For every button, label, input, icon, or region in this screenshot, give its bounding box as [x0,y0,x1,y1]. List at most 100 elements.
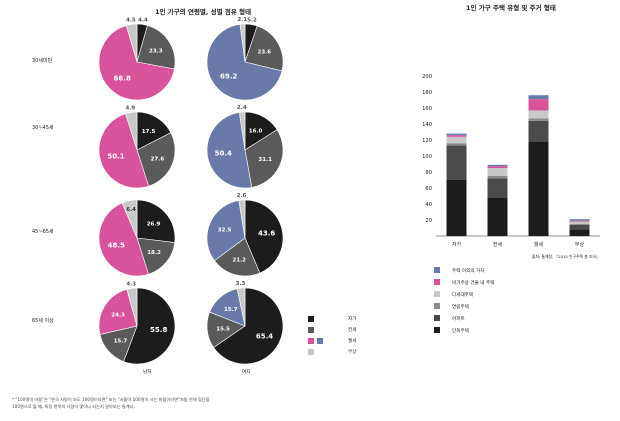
bar-0-seg-3 [446,136,467,144]
pie-1: 5.2 23.6 69.2 2.1 [206,17,284,101]
x-tick-0: 자가 [452,241,462,248]
bar-1-seg-0 [487,197,508,236]
pie-1-slice-3 [239,23,246,63]
bar-2-seg-1 [528,120,549,142]
pie-2-slice-1 [136,132,176,187]
bar-1-seg-5 [487,164,508,167]
legend-label-rent: 월세 [348,339,357,344]
pie-6-label-0: 55.8 [150,326,167,334]
pie-5-slice-1 [214,237,261,277]
pie-2-label-2: 50.1 [107,153,124,161]
legend-label-own: 자가 [348,317,357,322]
stacked-bar-chart: 20 40 60 80 100 120 140 160 180 200 자가 전세 월세 무상 [422,74,600,248]
col-label-female: 여자 [242,370,251,375]
bar-2-seg-3 [528,110,549,119]
legend-label-jeonse: 전세 [348,328,357,333]
y-tick-0: 20 [425,218,432,224]
pie-2-label-1: 27.6 [151,157,165,163]
pie-3-slice-1 [244,129,284,188]
pie-3: 16.0 31.1 50.4 2.4 [206,105,284,189]
legend-label-row-house: 연립주택 [452,305,469,310]
bar-3-seg-3 [569,221,590,224]
footnote-line-1: * "100명의 마을"은 "한국 사람이 보도 100명이라면" 또는 "서울… [12,397,210,402]
pie-1-slice-2 [206,23,283,101]
pie-4-slice-3 [121,199,138,239]
chart-source: 출처: 통계청, 『2015 인구주택 총 조사』 [532,254,600,259]
pie-0-label-0: 4.4 [138,17,148,23]
legend-swatch-apartment [434,315,440,321]
pie-0-slice-3 [125,23,138,63]
legend-swatch-own [308,316,314,322]
pie-3-slice-2 [206,112,253,189]
bar-0-seg-4 [446,135,467,137]
pie-0-label-1: 23.3 [149,48,163,54]
bar-3-seg-2 [569,224,590,225]
pie-4-label-1: 18.2 [147,250,161,256]
pie-6-slice-3 [126,287,138,327]
bar-2-seg-4 [528,99,549,111]
legend-label-non-housing: 주택 이외의 거처 [452,269,485,274]
pie-6-slice-2 [98,289,138,335]
y-tick-8: 180 [422,90,432,96]
bar-3-seg-0 [569,229,590,236]
pie-4: 26.9 18.2 48.5 6.4 [98,199,176,277]
pie-7-slice-3 [236,287,246,327]
pie-5-label-0: 43.6 [258,230,275,238]
pie-7-label-1: 15.5 [216,327,230,333]
pie-chart-grid: 4.4 23.3 66.8 4.5 5.2 23.6 69.2 2.1 17.5 27.6 50.1… [98,17,284,365]
col-label-male: 남자 [143,370,152,375]
y-tick-4: 100 [422,154,432,160]
x-tick-1: 전세 [493,241,503,248]
y-tick-3: 80 [425,170,432,176]
legend-label-non-residential: 비거주용 건물 내 주택 [452,281,495,286]
pie-5-label-2: 32.5 [218,228,232,234]
pie-7-label-0: 65.4 [256,332,273,340]
pie-2-slice-2 [98,113,149,189]
legend-label-apartment: 아파트 [452,317,465,322]
row-label-45-65: 45~65세 [32,229,54,235]
pie-2-label-0: 17.5 [142,129,156,135]
pie-5-slice-3 [238,199,246,239]
bar-stack-3 [569,219,590,236]
pie-3-label-0: 16.0 [249,129,263,135]
pie-0-slice-2 [98,25,175,101]
x-tick-2: 월세 [534,241,544,248]
bar-1-seg-1 [487,178,508,198]
legend-swatch-multi-household [434,291,440,297]
y-tick-1: 40 [425,202,432,208]
legend-swatch-non-residential [434,279,440,285]
pie-5-label-1: 21.2 [232,257,246,263]
legend-swatch-free [308,349,314,355]
pie-0-label-2: 66.8 [114,74,131,82]
pie-6-slice-0 [123,287,176,365]
legend-swatch-row-house [434,303,440,309]
bar-2-seg-2 [528,118,549,121]
footnote-line-2: 100명으로 볼 때, 특정 항목의 사람이 몇이나 되는지 알아보는 통계다. [12,404,135,409]
left-chart-title: 1인 가구의 연령별, 성별 점유 형태 [155,8,252,16]
pie-4-label-2: 48.5 [108,242,125,250]
bar-3-seg-1 [569,224,590,230]
pie-7-label-3: 3.3 [236,281,246,287]
x-tick-3: 무상 [575,241,585,248]
pie-4-label-0: 26.9 [147,221,161,227]
bar-2-seg-0 [528,141,549,236]
y-tick-6: 140 [422,122,432,128]
row-label-65-plus: 65세 이상 [32,318,54,324]
pie-5-label-3: 2.6 [237,193,247,199]
y-tick-9: 200 [422,74,432,80]
pie-0: 4.4 23.3 66.8 4.5 [98,17,176,101]
y-tick-2: 60 [425,186,432,192]
pie-0-slice-1 [136,25,176,70]
pie-4-label-3: 6.4 [126,207,136,213]
pie-2: 17.5 27.6 50.1 4.9 [98,106,176,189]
pie-2-slice-0 [136,111,172,151]
pie-1-slice-1 [244,25,284,72]
pie-7-slice-0 [213,287,284,365]
legend-swatch-detached [434,327,440,333]
pie-3-label-3: 2.4 [237,105,247,111]
bar-stack-1 [487,164,508,236]
pie-1-label-1: 23.6 [258,49,272,55]
legend-label-detached: 단독주택 [452,329,469,334]
pie-7-label-2: 15.7 [224,307,238,313]
bar-2-seg-5 [528,95,549,100]
